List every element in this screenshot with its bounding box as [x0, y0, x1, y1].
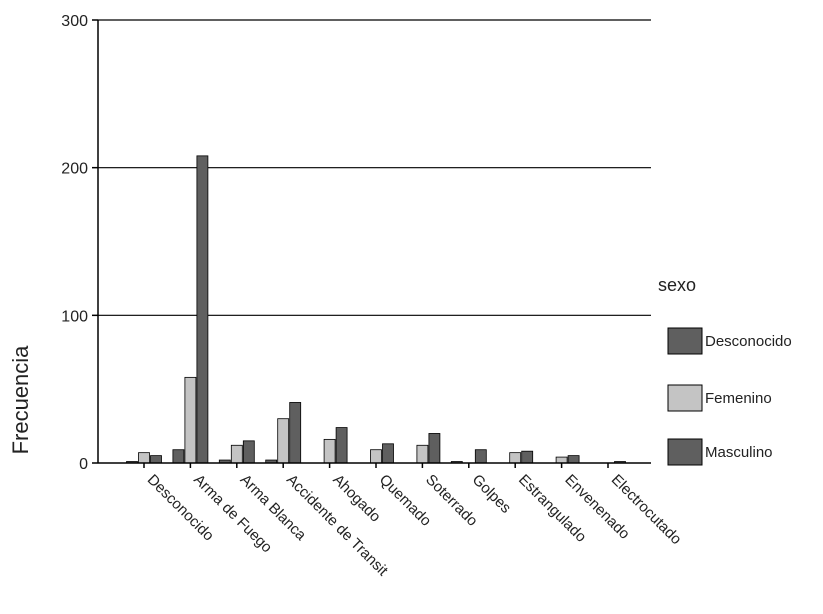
bar-masculino-1: [196, 155, 209, 464]
bar-masculino-7: [474, 449, 487, 464]
bar-masculino-6: [428, 433, 441, 464]
bar-masculino-8: [521, 450, 534, 464]
bar-masculino-4: [335, 427, 348, 464]
legend-title: sexo: [658, 275, 696, 295]
bar-masculino-5: [382, 443, 394, 464]
y-axis-ticks: 0 100 200 300: [61, 13, 98, 473]
bar-masculino-9: [567, 455, 580, 464]
legend-label-desconocido: Desconocido: [705, 333, 792, 350]
legend: Desconocido Femenino Masculino: [667, 327, 792, 466]
y-tick-label: 100: [61, 308, 88, 325]
y-tick-label: 300: [61, 13, 88, 30]
y-tick-label: 200: [61, 161, 88, 178]
bar-masculino-0: [150, 455, 162, 464]
bar-masculino-2: [242, 440, 255, 464]
bar-femenino-2: [230, 444, 243, 464]
legend-swatch-desconocido: [667, 327, 703, 355]
bar-femenino-5: [370, 449, 382, 464]
legend-swatch-masculino: [667, 438, 703, 466]
bar-femenino-0: [138, 452, 150, 464]
bar-femenino-3: [277, 418, 290, 464]
bar-femenino-1: [184, 376, 197, 464]
x-tick-label: Golpes: [469, 471, 515, 517]
bar-femenino-4: [323, 438, 336, 464]
bar-femenino-8: [509, 452, 522, 464]
legend-label-masculino: Masculino: [705, 444, 773, 461]
bars: [126, 155, 626, 464]
bar-femenino-9: [555, 456, 568, 464]
legend-label-femenino: Femenino: [705, 390, 772, 407]
y-axis-label: Frecuencia: [8, 345, 33, 455]
bar-femenino-6: [416, 444, 429, 464]
legend-swatch-femenino: [667, 384, 703, 412]
bar-desconocido-1: [172, 449, 185, 464]
y-tick-label: 0: [79, 456, 88, 473]
bar-masculino-3: [289, 402, 302, 464]
gridlines: [98, 19, 651, 316]
